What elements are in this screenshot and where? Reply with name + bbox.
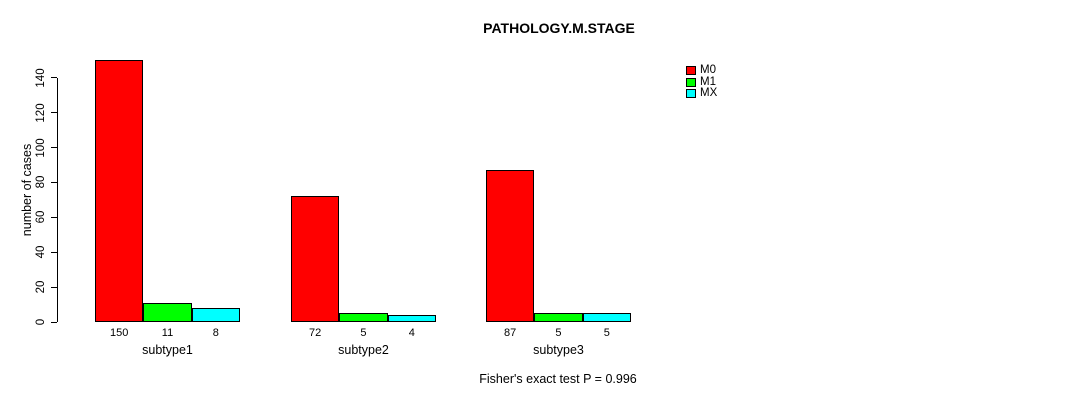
bar-value-label: 11 xyxy=(161,327,174,339)
bar-value-label: 4 xyxy=(408,327,415,339)
chart-title: PATHOLOGY.M.STAGE xyxy=(483,20,635,36)
bar-m0-subtype2 xyxy=(291,196,340,322)
bar-value-label: 87 xyxy=(504,327,517,339)
legend-item-mx: MX xyxy=(686,87,718,99)
bar-m1-subtype1 xyxy=(143,302,192,322)
legend-swatch-m1 xyxy=(686,77,696,87)
bar-value-label: 5 xyxy=(555,327,562,339)
y-axis-line xyxy=(57,77,58,322)
y-tick-label: 140 xyxy=(35,68,47,88)
y-tick-label: 60 xyxy=(35,210,47,224)
y-tick-label: 20 xyxy=(35,280,47,294)
legend-label: M1 xyxy=(700,75,716,88)
y-tick-mark xyxy=(51,181,57,183)
bar-value-label: 72 xyxy=(309,327,322,339)
bar-mx-subtype2 xyxy=(387,315,436,322)
y-tick-label: 40 xyxy=(35,245,47,259)
bar-value-label: 5 xyxy=(360,327,367,339)
category-label: subtype2 xyxy=(338,343,389,357)
y-tick-label: 0 xyxy=(35,318,47,326)
y-tick-mark xyxy=(51,112,57,114)
category-label: subtype3 xyxy=(533,343,584,357)
legend-item-m1: M1 xyxy=(686,75,717,88)
bar-m0-subtype1 xyxy=(95,60,144,322)
y-tick-label: 120 xyxy=(35,103,47,123)
bar-m0-subtype3 xyxy=(486,170,535,322)
legend-label: MX xyxy=(700,87,718,99)
y-tick-mark xyxy=(51,251,57,253)
y-tick-label: 80 xyxy=(35,175,47,189)
bar-m1-subtype3 xyxy=(534,313,583,322)
bar-mx-subtype1 xyxy=(191,308,240,322)
legend-item-m0: M0 xyxy=(686,64,717,76)
bar-value-label: 150 xyxy=(109,327,129,339)
y-tick-mark xyxy=(51,286,57,288)
legend-label: M0 xyxy=(700,64,716,76)
bar-m1-subtype2 xyxy=(339,313,388,322)
y-tick-mark xyxy=(51,216,57,218)
legend-swatch-m0 xyxy=(686,66,696,75)
y-tick-mark xyxy=(51,147,57,148)
bar-value-label: 5 xyxy=(603,327,610,339)
y-tick-mark xyxy=(51,77,57,79)
bar-value-label: 8 xyxy=(212,327,219,339)
annotation-text: Fisher's exact test P = 0.996 xyxy=(479,372,637,386)
bar-mx-subtype3 xyxy=(582,313,631,322)
y-tick-label: 100 xyxy=(35,137,47,158)
category-label: subtype1 xyxy=(142,343,193,357)
y-tick-mark xyxy=(51,321,57,323)
legend-swatch-mx xyxy=(686,89,696,98)
legend: M0 M1 MX xyxy=(686,64,718,99)
